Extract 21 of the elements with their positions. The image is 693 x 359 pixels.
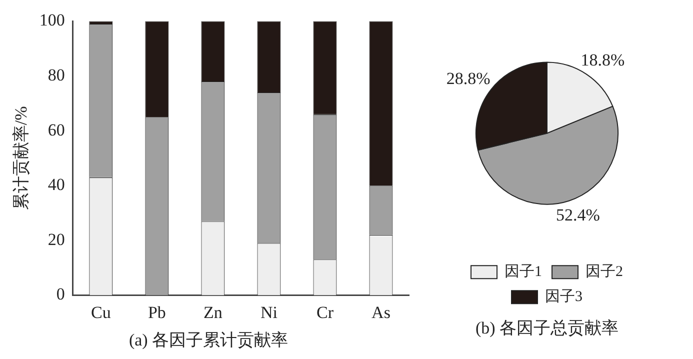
legend-label: 因子1 <box>504 264 542 280</box>
y-tick-label: 20 <box>48 230 65 249</box>
text: (a) 各因子累计贡献率 <box>128 330 288 350</box>
y-axis-title: 累计贡献率/% <box>12 106 31 210</box>
data-label: 28.8% <box>446 68 490 88</box>
x-tick-label: Ni <box>260 302 278 322</box>
x-tick-label: Cr <box>316 302 334 322</box>
y-tick-label: 60 <box>48 120 65 140</box>
data-label: 52.4% <box>556 206 600 225</box>
legend-label: 因子2 <box>586 264 623 280</box>
legend-label: 因子3 <box>545 289 582 306</box>
data-label: 18.8% <box>580 50 625 70</box>
x-tick-label: As <box>372 302 390 322</box>
text: (b) 各因子总贡献率 <box>475 318 619 338</box>
y-tick-label: 0 <box>56 284 65 304</box>
x-tick-label: Pb <box>148 302 166 322</box>
x-tick-label: Cu <box>90 302 112 322</box>
y-tick-label: 80 <box>48 65 65 84</box>
y-tick-label: 100 <box>39 10 65 30</box>
y-tick-label: 40 <box>48 175 65 194</box>
x-tick-label: Zn <box>203 302 223 322</box>
